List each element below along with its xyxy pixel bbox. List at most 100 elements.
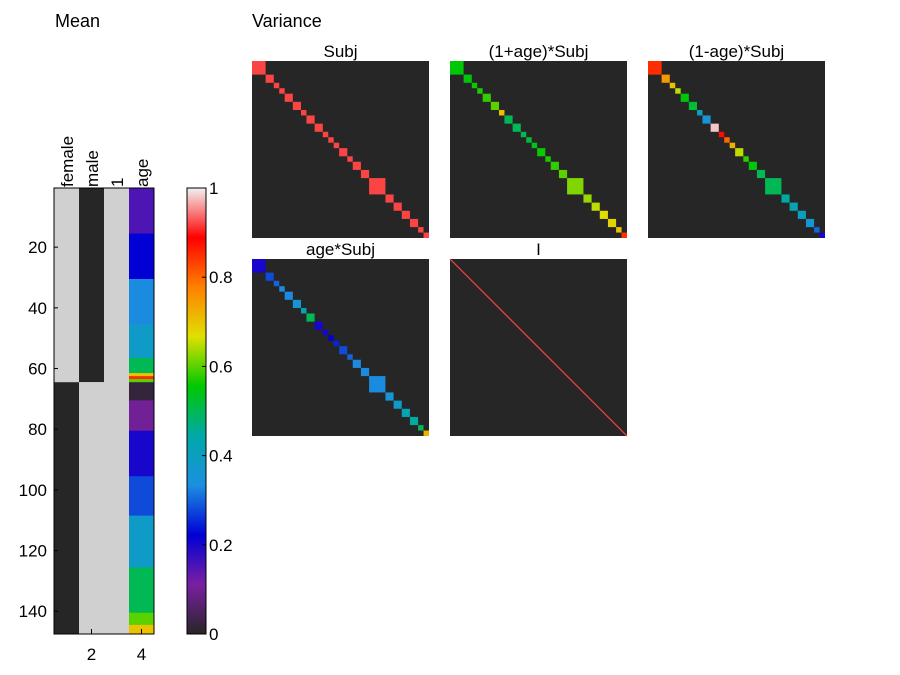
x-tick-2-label: 2 [87, 645, 96, 664]
column-label-1: 1 [108, 178, 127, 187]
cell-intercept [104, 188, 129, 634]
y-tick-label: 100 [19, 481, 47, 500]
diagonal-block [545, 156, 551, 162]
age-cell [129, 357, 154, 374]
column-label-female: female [58, 136, 77, 187]
diagonal-block [393, 400, 402, 409]
mean-y-axis: 20 40 60 80 100 120 140 [19, 238, 58, 621]
diagonal-block [669, 82, 676, 89]
diagonal-block [819, 232, 825, 238]
diagonal-block [401, 408, 410, 417]
diagonal-block [789, 202, 798, 211]
diagonal-block [328, 137, 334, 143]
diagonal-block [409, 218, 419, 228]
diagonal-block [265, 272, 274, 281]
diagonal-block [675, 88, 681, 94]
colorbar-tick-label: 0.8 [209, 268, 233, 287]
diagonal-block [423, 430, 429, 436]
diagonal-block [697, 110, 703, 116]
panel-title-identity: I [536, 240, 541, 259]
variance-panel-age-subj: age*Subj [252, 240, 429, 436]
variance-panel-identity: I [449, 240, 628, 437]
diagonal-block [409, 416, 419, 426]
mean-heading: Mean [55, 11, 100, 31]
diagonal-block [385, 392, 394, 401]
diagonal-block [504, 115, 513, 124]
y-tick-label: 60 [28, 360, 47, 379]
diagonal-block [393, 202, 402, 211]
diagonal-block [550, 161, 559, 170]
cell-male-1 [79, 382, 104, 634]
diagonal-block [369, 376, 386, 393]
column-label-male: male [83, 150, 102, 187]
colorbar-tick-label: 1 [209, 179, 218, 198]
diagonal-block [347, 156, 353, 162]
diagonal-block [583, 194, 592, 203]
diagonal-block [680, 93, 689, 102]
diagonal-block [273, 82, 280, 89]
diagonal-block [805, 218, 815, 228]
age-cell [129, 400, 154, 432]
diagonal-block [352, 161, 361, 170]
diagonal-block [347, 354, 353, 360]
age-cell [129, 379, 154, 383]
diagonal-blocks-one-minus-age [648, 61, 825, 238]
diagonal-block [743, 156, 749, 162]
panel-title-age-subj: age*Subj [306, 240, 375, 259]
diagonal-block [360, 367, 370, 377]
panel-title-subj: Subj [323, 42, 357, 61]
diagonal-block [352, 359, 361, 368]
age-cell [129, 612, 154, 626]
diagonal-block [499, 110, 505, 116]
mean-matrix-cells [54, 188, 154, 635]
diagonal-block [477, 88, 483, 94]
diagonal-block [306, 115, 315, 124]
colorbar-tick-label: 0.4 [209, 447, 233, 466]
diagonal-block [688, 101, 698, 111]
colorbar-tick-label: 0 [209, 625, 218, 644]
age-cell [129, 373, 154, 377]
y-tick-label: 40 [28, 299, 47, 318]
diagonal-block [369, 178, 386, 195]
diagonal-block [418, 227, 424, 233]
diagonal-block [322, 131, 329, 138]
diagonal-block [292, 299, 302, 309]
diagonal-block [333, 340, 340, 347]
diagonal-block [284, 291, 293, 300]
diagonal-block [385, 194, 394, 203]
age-cell [129, 567, 154, 614]
diagonal-block [314, 321, 323, 330]
diagonal-block [702, 115, 711, 124]
panel-title-one-plus-age: (1+age)*Subj [489, 42, 589, 61]
diagonal-block [314, 123, 323, 132]
diagonal-block [339, 346, 348, 355]
diagonal-block [814, 227, 820, 233]
colorbar-tick-label: 0.6 [209, 357, 233, 376]
diagonal-block [756, 169, 766, 179]
cell-female-0 [54, 382, 79, 634]
y-tick-label: 120 [19, 542, 47, 561]
diagonal-block [301, 110, 307, 116]
diagonal-block [735, 148, 744, 157]
mean-matrix-frame [53, 187, 155, 635]
cell-male-0 [79, 188, 104, 383]
diagonal-block [360, 169, 370, 179]
age-cell [129, 476, 154, 516]
diagonal-block [729, 142, 736, 149]
diagonal-block [512, 123, 521, 132]
diagonal-block [306, 313, 315, 322]
x-tick-4-label: 4 [137, 645, 146, 664]
panel-title-one-minus-age: (1-age)*Subj [689, 42, 784, 61]
diagonal-block [621, 232, 627, 238]
diagonal-block [526, 137, 532, 143]
diagonal-block [531, 142, 538, 149]
variance-panel-subj: Subj [252, 42, 429, 238]
age-cell [129, 233, 154, 280]
diagonal-block [616, 227, 622, 233]
diagonal-block [724, 137, 730, 143]
variance-heading: Variance [252, 11, 322, 31]
identity-diagonal-line [449, 258, 628, 437]
diagonal-blocks-age-subj [252, 259, 429, 436]
diagonal-block [748, 161, 757, 170]
